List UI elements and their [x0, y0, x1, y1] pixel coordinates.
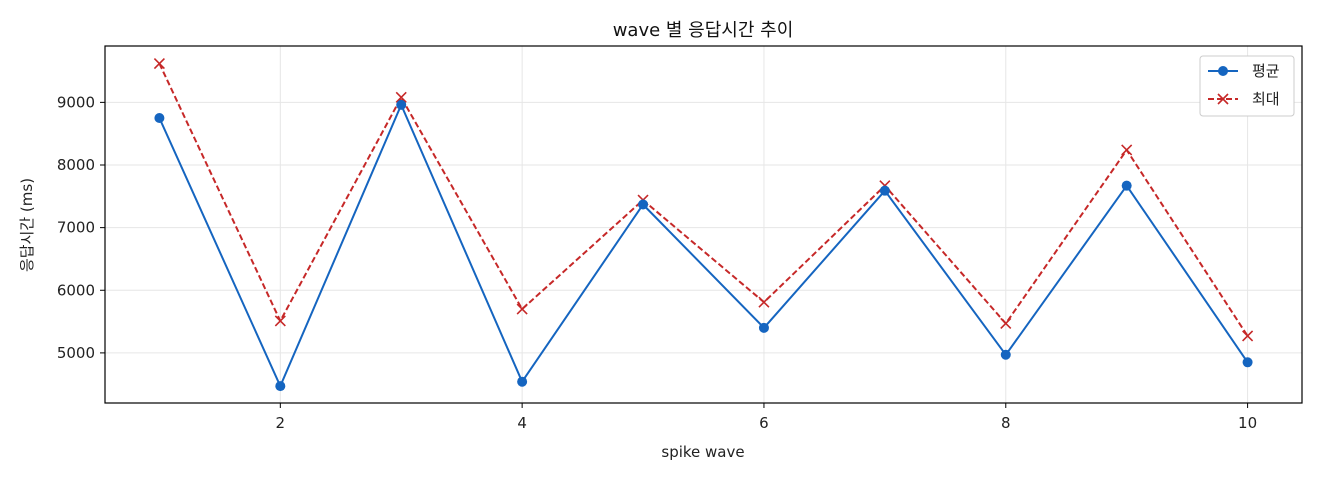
data-point-max — [1000, 317, 1012, 330]
y-tick-label: 7000 — [57, 219, 95, 237]
series-layer — [153, 57, 1254, 392]
data-point-max — [1121, 144, 1133, 156]
x-axis-title: spike wave — [661, 443, 744, 461]
legend: 평균 최대 — [1199, 55, 1295, 117]
data-point-mean — [758, 322, 769, 333]
legend-entry-max: 최대 — [1208, 90, 1280, 108]
x-tick-label: 6 — [759, 414, 769, 432]
data-point-max — [395, 91, 407, 103]
data-point-mean — [275, 381, 286, 392]
y-tick-label: 6000 — [57, 281, 95, 299]
legend-box — [1199, 55, 1295, 117]
data-point-mean — [1242, 357, 1253, 368]
x-tick-label: 10 — [1238, 414, 1257, 432]
data-point-mean — [879, 185, 890, 196]
data-point-mean — [154, 113, 165, 124]
series-line-1 — [158, 63, 1249, 337]
legend-label-mean: 평균 — [1252, 62, 1280, 80]
x-tick-label: 4 — [517, 414, 527, 432]
legend-marker-mean — [1218, 66, 1228, 76]
data-point-mean — [517, 376, 528, 387]
y-tick-label: 9000 — [57, 93, 95, 111]
y-axis-title: 응답시간 (ms) — [18, 178, 36, 272]
data-point-mean — [638, 199, 649, 210]
chart-title: wave 별 응답시간 추이 — [613, 20, 794, 41]
data-point-max — [516, 303, 528, 315]
data-point-mean — [1121, 180, 1132, 191]
x-tick-label: 2 — [276, 414, 286, 432]
x-tick-label: 8 — [1001, 414, 1011, 432]
tick-layer: 2 4 6 8 10 5000 6000 7000 8000 9000 — [57, 93, 1257, 432]
data-point-mean — [396, 99, 407, 110]
series-line-0 — [158, 103, 1249, 388]
y-tick-label: 5000 — [57, 344, 95, 362]
grid-layer — [105, 46, 1302, 403]
legend-marker-max — [1217, 93, 1229, 105]
legend-entry-mean: 평균 — [1208, 62, 1280, 80]
data-point-max — [274, 315, 286, 327]
data-point-max — [153, 57, 165, 70]
data-point-mean — [1000, 349, 1011, 360]
data-point-max — [1242, 330, 1254, 342]
plot-frame — [104, 45, 1303, 404]
legend-label-max: 최대 — [1252, 90, 1280, 108]
y-tick-label: 8000 — [57, 156, 95, 174]
data-point-max — [758, 296, 770, 308]
